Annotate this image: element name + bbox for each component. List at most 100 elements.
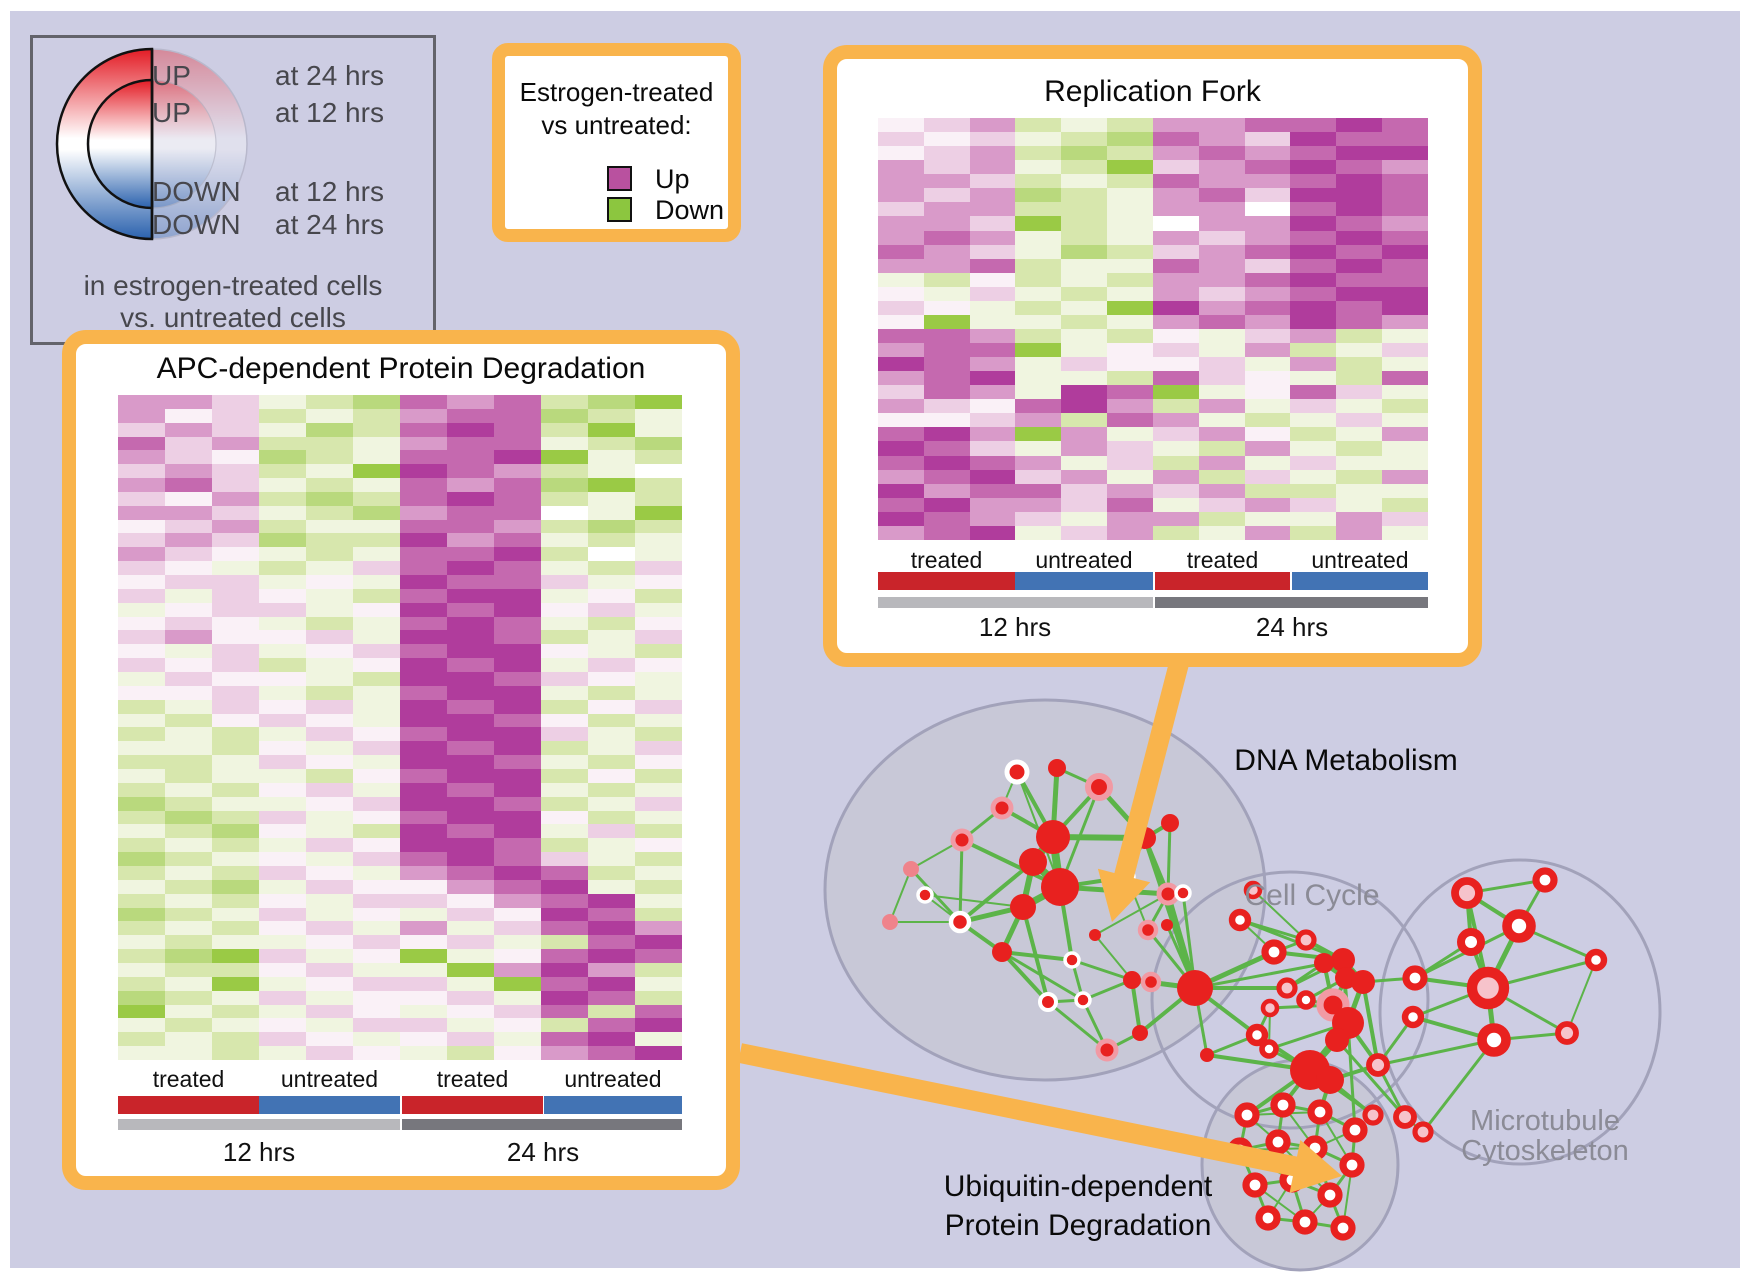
heatmap-cell: [353, 713, 400, 728]
heatmap-cell: [1152, 413, 1199, 428]
heatmap-cell: [541, 1046, 588, 1060]
heatmap-cell: [353, 519, 400, 534]
network-node: [1307, 1099, 1333, 1125]
network-node: [1402, 965, 1428, 991]
heatmap-cell: [1152, 483, 1199, 498]
heatmap-cell: [494, 810, 541, 825]
network-node: [1036, 820, 1070, 854]
heatmap-cell: [212, 768, 259, 783]
heatmap-cell: [1336, 357, 1383, 372]
heatmap-cell: [212, 699, 259, 714]
heatmap-cell: [541, 478, 588, 492]
heatmap-cell: [1198, 286, 1245, 301]
heatmap-cell: [353, 949, 400, 963]
heatmap-cell: [165, 865, 212, 880]
heatmap-cell: [447, 907, 494, 922]
network-node: [1502, 909, 1536, 943]
heatmap-cell: [635, 921, 682, 936]
heatmap-cell: [259, 976, 306, 991]
heatmap-cell: [400, 450, 447, 465]
heatmap-cell: [1198, 132, 1245, 147]
heatmap-cell: [1152, 357, 1199, 372]
heatmap-cell: [541, 671, 588, 686]
heatmap-cell: [494, 1018, 541, 1033]
heatmap-cell: [541, 852, 588, 866]
network-edge: [1377, 1038, 1495, 1067]
heatmap-cell: [400, 852, 447, 866]
network-node: [1177, 970, 1213, 1006]
network-node: [1089, 929, 1101, 941]
heatmap-cell: [118, 408, 165, 423]
heatmap-cell: [1015, 216, 1062, 231]
heatmap-cell: [306, 990, 353, 1005]
heatmap-cell: [1015, 483, 1062, 498]
heatmap-cell: [1244, 483, 1291, 498]
heatmap-cell: [118, 685, 165, 700]
heatmap-cell: [259, 865, 306, 880]
heatmap-cell: [878, 286, 924, 301]
heatmap-cell: [1382, 230, 1428, 245]
heatmap-cell: [1061, 118, 1108, 133]
heatmap-cell: [400, 1046, 447, 1060]
heatmap-cell: [1107, 483, 1153, 498]
heatmap-cell: [1290, 286, 1337, 301]
network-node: [1314, 953, 1334, 973]
heatmap-cell: [1244, 286, 1291, 301]
heatmap-cell: [306, 561, 353, 575]
heatmap-cell: [118, 1018, 165, 1033]
heatmap-cell: [259, 519, 306, 534]
heatmap-cell: [494, 976, 541, 991]
heatmap-cell: [165, 990, 212, 1005]
heatmap-cell: [306, 574, 353, 589]
heatmap-cell: [118, 838, 165, 853]
heatmap-cell: [1382, 174, 1428, 189]
rep-12hrs-label: 12 hrs: [978, 612, 1052, 642]
heatmap-cell: [212, 852, 259, 866]
heatmap-cell: [541, 768, 588, 783]
network-node: [903, 861, 919, 877]
heatmap-cell: [212, 755, 259, 769]
heatmap-cell: [1015, 385, 1062, 400]
heatmap-cell: [1382, 216, 1428, 231]
heatmap-cell: [259, 782, 306, 797]
heatmap-cell: [1336, 441, 1383, 456]
heatmap-cell: [1336, 399, 1383, 414]
heatmap-cell: [588, 755, 635, 769]
network-node: [1331, 948, 1355, 972]
heatmap-cell: [165, 436, 212, 451]
heatmap-cell: [1336, 286, 1383, 301]
heatmap-cell: [1152, 328, 1199, 343]
heatmap-cell: [494, 699, 541, 714]
replication-to-dna-arrow: [1112, 645, 1193, 884]
heatmap-cell: [447, 422, 494, 437]
network-node: [1019, 848, 1047, 876]
apc-group-label: untreated: [564, 1066, 662, 1092]
heatmap-cell: [118, 976, 165, 991]
heatmap-cell: [923, 371, 970, 386]
heatmap-cell: [259, 907, 306, 922]
network-node: [1477, 1023, 1511, 1057]
network-node: [1174, 884, 1192, 902]
network-node: [1137, 919, 1159, 941]
heatmap-cell: [635, 893, 682, 908]
heatmap-cell: [212, 727, 259, 742]
heatmap-cell: [400, 1018, 447, 1033]
heatmap-cell: [400, 547, 447, 562]
heatmap-cell: [400, 727, 447, 742]
heatmap-cell: [259, 658, 306, 672]
heatmap-cell: [1382, 385, 1428, 400]
heatmap-cell: [212, 547, 259, 562]
heatmap-cell: [400, 422, 447, 437]
heatmap-cell: [118, 658, 165, 672]
network-edge: [1047, 1000, 1108, 1052]
heatmap-cell: [635, 741, 682, 756]
heatmap-cell: [1290, 202, 1337, 217]
network-node: [1401, 1005, 1425, 1029]
heatmap-cell: [118, 1032, 165, 1047]
heatmap-cell: [165, 921, 212, 936]
network-node: [1004, 759, 1030, 785]
network-node: [1260, 998, 1280, 1018]
heatmap-cell: [1061, 455, 1108, 470]
heatmap-cell: [1336, 455, 1383, 470]
network-node: [916, 886, 934, 904]
